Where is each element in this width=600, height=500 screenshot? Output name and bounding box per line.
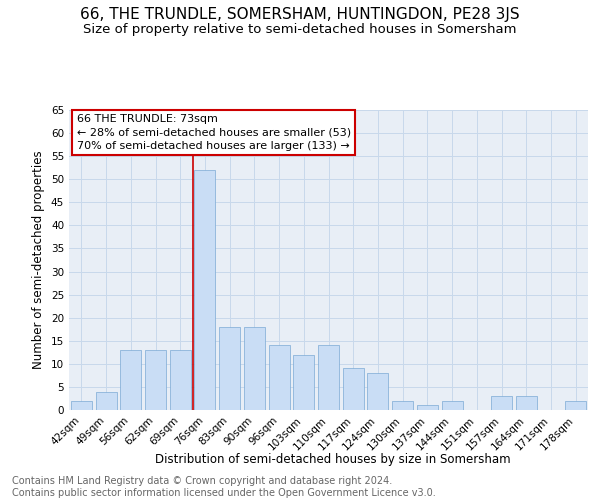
Bar bbox=[120, 350, 141, 410]
Bar bbox=[293, 354, 314, 410]
Bar bbox=[417, 406, 438, 410]
Bar bbox=[170, 350, 191, 410]
Bar bbox=[516, 396, 537, 410]
Y-axis label: Number of semi-detached properties: Number of semi-detached properties bbox=[32, 150, 46, 370]
Bar bbox=[269, 346, 290, 410]
Text: 66 THE TRUNDLE: 73sqm
← 28% of semi-detached houses are smaller (53)
70% of semi: 66 THE TRUNDLE: 73sqm ← 28% of semi-deta… bbox=[77, 114, 351, 151]
Bar bbox=[491, 396, 512, 410]
Text: Size of property relative to semi-detached houses in Somersham: Size of property relative to semi-detach… bbox=[83, 22, 517, 36]
Text: Contains HM Land Registry data © Crown copyright and database right 2024.
Contai: Contains HM Land Registry data © Crown c… bbox=[12, 476, 436, 498]
Bar bbox=[318, 346, 339, 410]
Bar bbox=[442, 401, 463, 410]
Bar bbox=[194, 170, 215, 410]
Text: 66, THE TRUNDLE, SOMERSHAM, HUNTINGDON, PE28 3JS: 66, THE TRUNDLE, SOMERSHAM, HUNTINGDON, … bbox=[80, 8, 520, 22]
Bar bbox=[145, 350, 166, 410]
Bar bbox=[71, 401, 92, 410]
Bar bbox=[392, 401, 413, 410]
Bar bbox=[565, 401, 586, 410]
Bar bbox=[244, 327, 265, 410]
Bar bbox=[219, 327, 240, 410]
Bar bbox=[343, 368, 364, 410]
Text: Distribution of semi-detached houses by size in Somersham: Distribution of semi-detached houses by … bbox=[155, 452, 511, 466]
Bar bbox=[367, 373, 388, 410]
Bar bbox=[95, 392, 116, 410]
